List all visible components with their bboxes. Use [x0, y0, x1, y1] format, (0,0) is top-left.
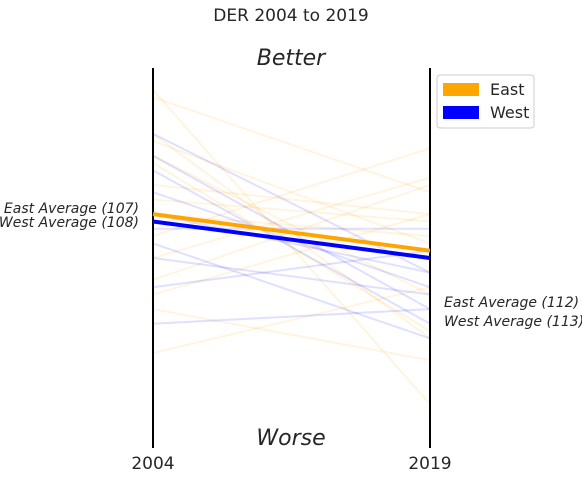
- region-line-east-6: [152, 183, 431, 216]
- east-average-start-label: East Average (107): [4, 201, 139, 217]
- region-line-west-15: [152, 132, 431, 274]
- region-line-east-5: [152, 162, 431, 332]
- x-tick-2004: 2004: [131, 454, 174, 474]
- legend: East West: [436, 74, 535, 129]
- chart-title: DER 2004 to 2019: [213, 6, 368, 26]
- legend-label-east: East: [490, 80, 525, 99]
- region-line-east-7: [152, 198, 431, 223]
- region-line-east-3: [152, 140, 431, 245]
- region-line-west-19: [152, 213, 431, 274]
- x-tick-2019: 2019: [408, 454, 451, 474]
- legend-label-west: West: [490, 103, 529, 122]
- region-line-west-23: [152, 249, 431, 289]
- legend-swatch-west: [443, 106, 479, 119]
- region-line-east-4: [152, 154, 431, 296]
- region-line-east-10: [152, 176, 431, 259]
- region-line-east-2: [152, 132, 431, 340]
- west-average-start-label: West Average (108): [0, 215, 139, 231]
- region-line-east-8: [152, 213, 431, 238]
- region-line-east-12: [152, 213, 431, 296]
- region-line-east-1: [152, 96, 431, 194]
- better-label: Better: [257, 46, 327, 71]
- east-average-end-label: East Average (112): [444, 295, 579, 311]
- region-line-west-21: [152, 242, 431, 340]
- average-lines: [152, 212, 431, 260]
- region-line-east-0: [152, 89, 431, 405]
- east-average-line: [152, 212, 431, 253]
- region-line-east-14: [152, 286, 431, 354]
- region-line-west-24: [152, 308, 431, 325]
- worse-label: Worse: [256, 426, 325, 451]
- region-lines: [152, 89, 431, 405]
- region-line-west-17: [152, 169, 431, 325]
- legend-swatch-east: [443, 83, 479, 96]
- region-line-west-22: [152, 257, 431, 296]
- region-line-east-13: [152, 308, 431, 362]
- west-average-line: [152, 219, 431, 260]
- west-average-end-label: West Average (113): [444, 314, 582, 330]
